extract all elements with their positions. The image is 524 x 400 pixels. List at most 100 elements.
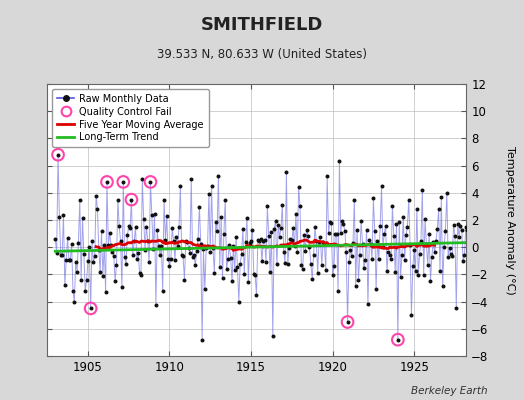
Point	[318, 262, 326, 268]
Point	[248, 226, 257, 233]
Point	[403, 224, 411, 230]
Point	[406, 242, 414, 249]
Point	[358, 240, 367, 247]
Point	[96, 269, 104, 276]
Text: SMITHFIELD: SMITHFIELD	[201, 16, 323, 34]
Point	[421, 216, 429, 222]
Point	[427, 278, 435, 284]
Point	[86, 305, 95, 312]
Point	[387, 256, 395, 262]
Point	[81, 288, 90, 294]
Point	[416, 250, 424, 257]
Point	[388, 203, 397, 209]
Point	[269, 332, 277, 339]
Point	[335, 158, 344, 165]
Point	[180, 276, 189, 283]
Legend: Raw Monthly Data, Quality Control Fail, Five Year Moving Average, Long-Term Tren: Raw Monthly Data, Quality Control Fail, …	[52, 89, 209, 147]
Point	[63, 235, 72, 241]
Point	[342, 249, 351, 255]
Point	[224, 256, 232, 263]
Point	[135, 270, 144, 276]
Point	[352, 282, 360, 289]
Point	[172, 234, 180, 240]
Point	[468, 253, 477, 259]
Point	[423, 262, 432, 268]
Point	[161, 237, 170, 244]
Point	[386, 252, 394, 258]
Point	[399, 214, 408, 220]
Point	[99, 272, 107, 279]
Point	[407, 312, 416, 318]
Point	[432, 238, 440, 244]
Point	[343, 319, 352, 325]
Point	[395, 219, 403, 225]
Point	[365, 237, 374, 243]
Point	[369, 195, 378, 201]
Text: Berkeley Earth: Berkeley Earth	[411, 386, 487, 396]
Point	[267, 229, 276, 235]
Point	[214, 173, 223, 180]
Point	[265, 233, 273, 239]
Point	[194, 236, 202, 242]
Point	[433, 226, 441, 232]
Point	[149, 246, 157, 252]
Point	[259, 238, 267, 245]
Point	[121, 254, 129, 260]
Point	[152, 302, 160, 308]
Point	[202, 245, 211, 251]
Point	[434, 206, 443, 212]
Point	[414, 272, 422, 278]
Point	[262, 259, 270, 265]
Point	[185, 250, 194, 256]
Point	[462, 224, 470, 230]
Point	[289, 225, 298, 231]
Point	[307, 261, 315, 268]
Point	[242, 239, 250, 245]
Point	[243, 215, 251, 222]
Point	[346, 247, 354, 254]
Point	[441, 228, 450, 234]
Point	[198, 336, 206, 343]
Point	[302, 227, 311, 234]
Point	[160, 196, 168, 203]
Point	[114, 196, 122, 203]
Point	[336, 230, 345, 236]
Point	[122, 260, 130, 267]
Point	[125, 223, 133, 230]
Point	[436, 268, 444, 274]
Point	[405, 196, 413, 203]
Point	[235, 298, 243, 305]
Point	[327, 219, 335, 226]
Point	[97, 228, 106, 234]
Point	[470, 228, 478, 234]
Point	[239, 226, 247, 232]
Point	[326, 219, 334, 225]
Point	[252, 292, 260, 298]
Point	[330, 263, 338, 269]
Point	[209, 245, 217, 251]
Point	[183, 239, 191, 245]
Point	[285, 245, 293, 251]
Point	[128, 252, 137, 258]
Point	[277, 225, 285, 232]
Point	[182, 238, 190, 244]
Point	[73, 268, 81, 275]
Point	[331, 231, 340, 237]
Point	[297, 261, 305, 268]
Point	[146, 179, 155, 185]
Point	[338, 217, 346, 224]
Point	[380, 230, 388, 237]
Point	[199, 246, 208, 252]
Point	[274, 222, 282, 228]
Point	[189, 254, 197, 260]
Point	[312, 238, 321, 244]
Point	[237, 251, 246, 257]
Point	[270, 226, 278, 232]
Point	[228, 278, 236, 284]
Point	[203, 243, 212, 249]
Point	[410, 246, 418, 253]
Point	[345, 259, 353, 265]
Point	[445, 245, 454, 251]
Point	[381, 222, 390, 229]
Point	[283, 261, 292, 267]
